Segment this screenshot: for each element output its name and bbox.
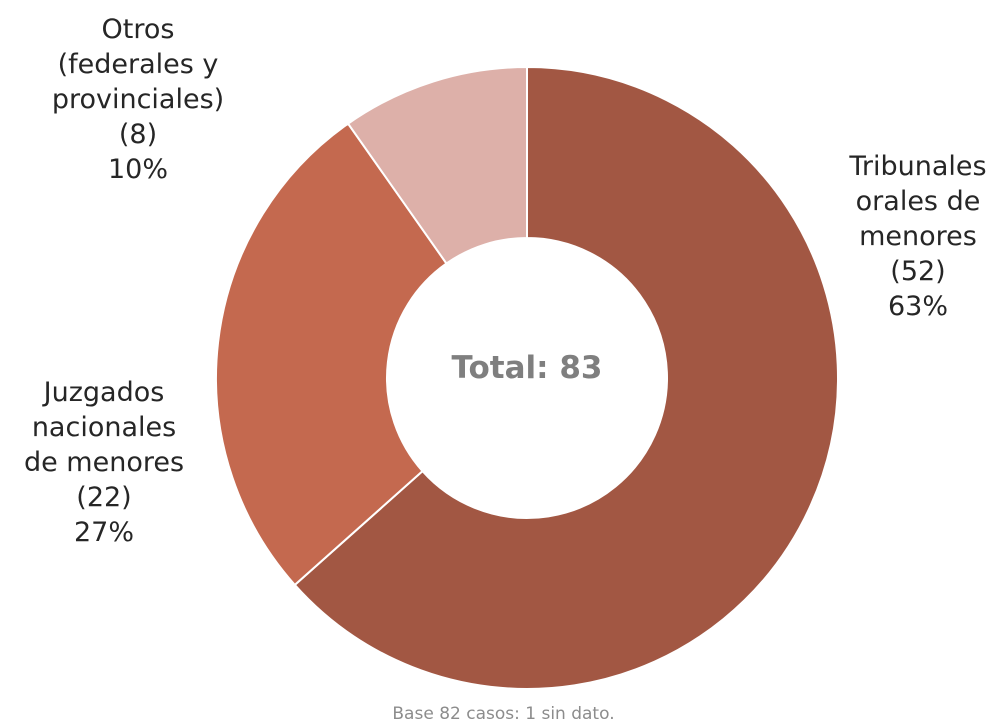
slice-label-text: Juzgados: [42, 377, 165, 408]
donut-slice-1: [215, 122, 448, 587]
donut-slice-2: [346, 65, 528, 265]
donut-slice-0: [293, 65, 839, 690]
slice-count: (8): [119, 119, 157, 150]
slice-labels: Tribunales orales de menores (52) 63% Juzgado…: [24, 14, 987, 548]
slice-label-text: de menores: [24, 447, 184, 478]
slice-label-text: provinciales): [52, 84, 224, 115]
slice-percent: 63%: [888, 291, 948, 322]
slice-percent: 10%: [108, 154, 168, 185]
slice-label-text: (federales y: [58, 49, 219, 80]
slice-label-text: Otros: [102, 14, 175, 45]
slice-label-1: Juzgados nacionales de menores (22) 27%: [24, 377, 184, 548]
slice-label-text: nacionales: [32, 412, 176, 443]
slice-label-0: Tribunales orales de menores (52) 63%: [848, 151, 986, 322]
slice-label-text: menores: [859, 221, 977, 252]
donut-slices: [215, 65, 839, 690]
slice-label-text: Tribunales: [848, 151, 986, 182]
slice-label-text: orales de: [856, 186, 981, 217]
center-total-label: Total: 83: [451, 350, 602, 386]
slice-label-2: Otros (federales y provinciales) (8) 10%: [52, 14, 224, 185]
chart-footnote: Base 82 casos: 1 sin dato.: [392, 704, 615, 724]
slice-count: (52): [890, 256, 945, 287]
slice-count: (22): [76, 482, 131, 513]
slice-percent: 27%: [74, 517, 134, 548]
